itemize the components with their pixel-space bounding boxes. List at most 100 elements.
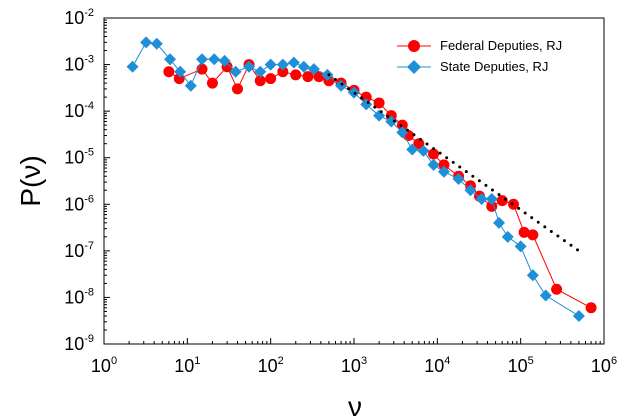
data-point [229,65,242,78]
x-tick-label-base: 10 [424,356,444,376]
data-point [313,71,325,83]
x-tick-label-exponent: 5 [528,355,534,367]
data-point [485,192,498,205]
y-tick-label: 10-2 [64,7,94,28]
data-point [518,226,530,238]
x-axis-tick-labels: 100 101 102 103 104 105 106 [91,355,617,376]
data-point [243,60,256,73]
y-tick-label-base: 10 [64,334,84,354]
y-tick-label: 10-9 [64,333,94,354]
x-tick-label-exponent: 0 [111,355,117,367]
data-point [196,53,209,66]
data-point [140,36,153,49]
y-tick-label: 10-6 [64,193,94,214]
y-tick-label-exponent: -4 [84,100,94,112]
y-tick-label-base: 10 [64,101,84,121]
data-point [307,63,320,76]
y-tick-label-base: 10 [64,55,84,75]
data-point [206,77,218,89]
y-tick-label: 10-4 [64,100,94,121]
data-point [496,195,508,207]
legend-item-state: State Deputies, RJ [397,59,548,74]
y-tick-label-base: 10 [64,194,84,214]
data-point [265,73,277,85]
y-tick-label: 10-8 [64,286,94,307]
x-tick-label: 103 [341,355,367,376]
x-tick-label: 105 [508,355,534,376]
legend: Federal Deputies, RJ State Deputies, RJ [397,38,562,74]
data-point [126,60,139,73]
data-point [427,158,440,171]
y-tick-label-exponent: -5 [84,147,94,159]
data-point [264,58,277,71]
x-tick-label-base: 10 [258,356,278,376]
data-point [527,229,539,241]
y-tick-label: 10-3 [64,54,94,75]
y-tick-label-exponent: -2 [84,7,94,19]
y-tick-label-exponent: -3 [84,54,94,66]
data-point [174,65,187,78]
data-point [335,79,348,92]
y-tick-label-base: 10 [64,8,84,28]
legend-label-state: State Deputies, RJ [440,59,548,74]
x-tick-label-exponent: 4 [444,355,450,367]
data-point [276,58,289,71]
data-point [526,269,539,282]
legend-item-federal: Federal Deputies, RJ [397,38,562,53]
y-tick-label-exponent: -6 [84,193,94,205]
data-point [184,79,197,92]
y-axis-ticks [104,17,110,345]
x-tick-label: 106 [591,355,617,376]
x-tick-label-base: 10 [508,356,528,376]
data-point [373,97,385,109]
data-point [413,138,425,150]
y-tick-label-exponent: -9 [84,333,94,345]
data-point [428,148,440,160]
y-axis-tick-labels: 10-910-810-710-610-510-410-310-2 [64,7,94,354]
x-tick-label-base: 10 [591,356,611,376]
x-tick-label-exponent: 1 [194,355,200,367]
data-point [396,126,409,139]
data-point [464,184,477,197]
legend-swatch-marker [407,60,421,74]
data-point [501,230,514,243]
x-tick-label: 101 [174,355,200,376]
data-point [277,66,289,78]
x-tick-label-exponent: 6 [611,355,617,367]
data-point [360,98,373,111]
x-tick-label: 104 [424,355,450,376]
y-tick-label-exponent: -7 [84,240,94,252]
data-point [572,309,585,322]
x-tick-label-exponent: 2 [278,355,284,367]
y-tick-label: 10-7 [64,240,94,261]
x-tick-label: 100 [91,355,117,376]
data-point [452,172,465,185]
legend-swatch-marker [408,40,420,52]
data-point [290,69,302,81]
data-point [218,54,231,67]
series-line [168,63,592,309]
data-point [493,216,506,229]
legend-label-federal: Federal Deputies, RJ [440,38,562,53]
data-point [297,60,310,73]
data-point [551,283,563,295]
x-tick-label: 102 [258,355,284,376]
data-point [208,53,221,66]
y-tick-label-exponent: -8 [84,286,94,298]
data-point [585,302,597,314]
y-tick-label: 10-5 [64,147,94,168]
x-axis-ticks [103,338,605,344]
data-point [254,65,267,78]
data-point [232,83,244,95]
x-tick-label-base: 10 [341,356,361,376]
data-point [406,143,419,156]
data-point [254,75,266,87]
x-tick-label-base: 10 [174,356,194,376]
data-point [539,289,552,302]
y-tick-label-base: 10 [64,148,84,168]
data-point [437,165,450,178]
y-axis-label: P(ν) [15,155,46,206]
data-point [164,53,177,66]
data-point [438,159,450,171]
